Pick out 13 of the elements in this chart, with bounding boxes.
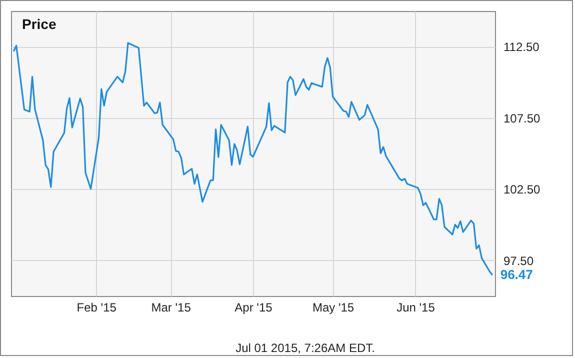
- y-tick-label: 107.50: [504, 111, 541, 126]
- y-tick-label: 102.50: [504, 182, 541, 197]
- chart-title: Price: [22, 16, 56, 32]
- line-series: [12, 42, 494, 276]
- x-tick-label: Apr '15: [234, 300, 273, 314]
- annotation: 96.47: [500, 267, 533, 282]
- x-tick-label: Feb '15: [76, 300, 117, 314]
- x-tick-label: Jun '15: [396, 300, 436, 314]
- x-tick-label: May '15: [312, 300, 354, 314]
- x-tick-label: Mar '15: [151, 300, 192, 314]
- text: Jul 01 2015, 7:26AM EDT.: [236, 341, 375, 355]
- y-tick-label: 97.50: [504, 254, 534, 268]
- y-tick-label: 112.50: [504, 40, 540, 54]
